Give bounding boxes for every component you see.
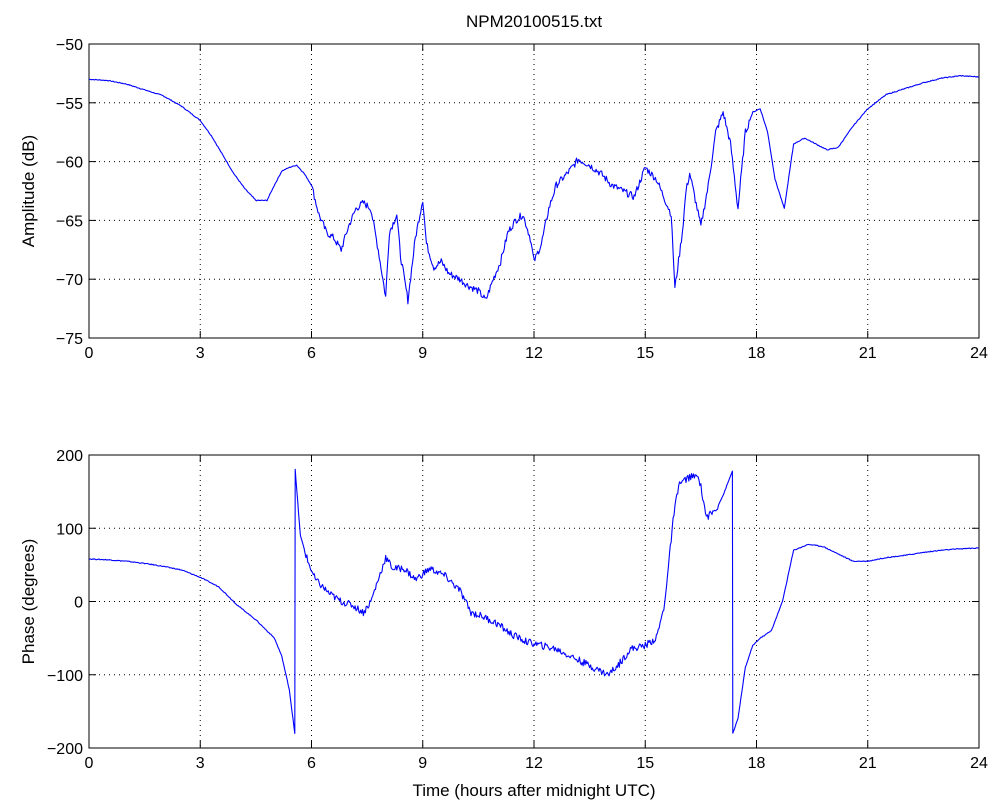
x-tick-label: 21 (859, 345, 877, 362)
y-tick-label: 100 (56, 521, 83, 538)
amplitude-axes: 0 3 6 9 12 15 18 21 24 −75 −70 −65 −60 −55 −50 Amplitu… (19, 37, 988, 362)
x-tick-label: 24 (970, 345, 988, 362)
x-tick-label: 0 (85, 755, 94, 772)
x-tick-label: 9 (418, 755, 427, 772)
y-tick-label: −60 (56, 155, 83, 172)
y-tick-label: 0 (74, 595, 83, 612)
x-tick-label: 9 (418, 345, 427, 362)
x-tick-label: 3 (196, 345, 205, 362)
x-tick-label: 21 (859, 755, 877, 772)
phase-xlabel: Time (hours after midnight UTC) (412, 781, 655, 800)
x-tick-label: 18 (748, 345, 766, 362)
x-tick-label: 18 (748, 755, 766, 772)
y-tick-label: −200 (47, 741, 83, 758)
x-tick-label: 12 (525, 345, 543, 362)
y-tick-label: −65 (56, 213, 83, 230)
y-tick-label: −75 (56, 331, 83, 348)
amplitude-trace (89, 74, 980, 305)
x-tick-label: 12 (525, 755, 543, 772)
x-tick-label: 24 (970, 755, 988, 772)
phase-trace (88, 468, 980, 734)
y-tick-label: 200 (56, 448, 83, 465)
x-tick-label: 0 (85, 345, 94, 362)
x-tick-label: 3 (196, 755, 205, 772)
phase-ylabel: Phase (degrees) (19, 539, 38, 665)
x-tick-label: 6 (307, 345, 316, 362)
x-tick-label: 15 (636, 755, 654, 772)
y-tick-label: −70 (56, 272, 83, 289)
x-tick-label: 6 (307, 755, 316, 772)
y-tick-label: −55 (56, 96, 83, 113)
phase-axes: 0 3 6 9 12 15 18 21 24 −200 −100 0 100 200 Phase (deg… (19, 448, 988, 800)
y-tick-label: −100 (47, 668, 83, 685)
x-tick-label: 15 (636, 345, 654, 362)
chart-title: NPM20100515.txt (466, 12, 602, 31)
y-tick-label: −50 (56, 37, 83, 54)
amplitude-ylabel: Amplitude (dB) (19, 135, 38, 247)
amplitude-plot-frame (88, 43, 980, 339)
